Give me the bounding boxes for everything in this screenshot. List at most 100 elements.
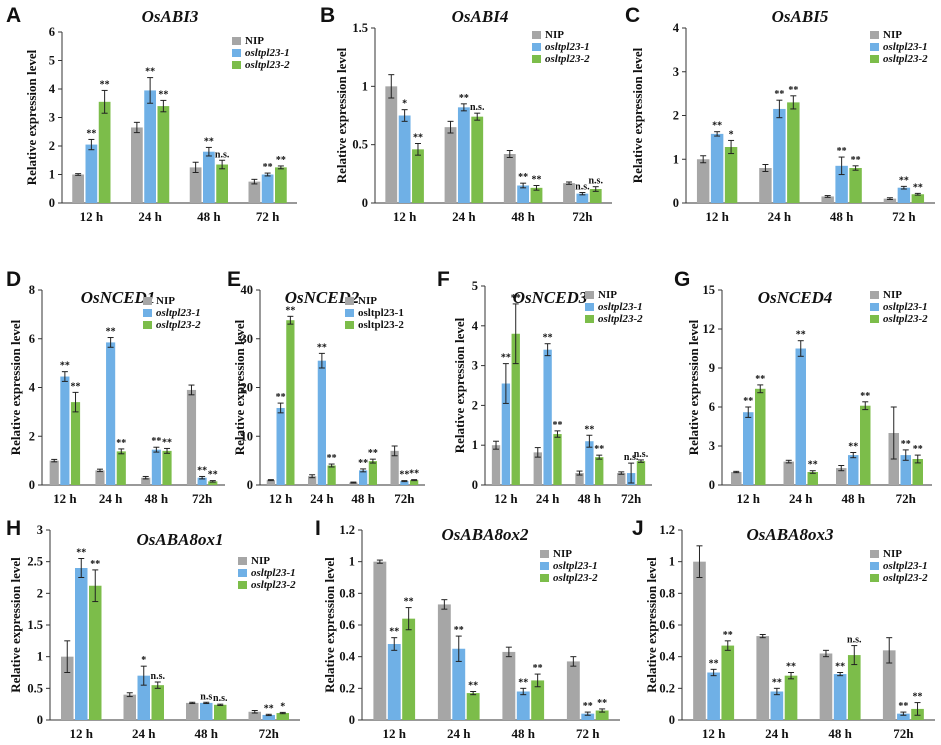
panel-a: A OsABI3 Relative expression level 0 1 2 3 4 5 6 1… [6, 4, 297, 224]
bar [724, 147, 738, 203]
bar [387, 644, 401, 720]
bar [75, 568, 88, 720]
significance-label: n.s. [215, 149, 230, 160]
bar [141, 477, 151, 485]
significance-label: n.s. [624, 452, 639, 463]
bar [721, 645, 735, 720]
legend-swatch [238, 581, 247, 589]
bar [248, 181, 261, 203]
panel-label: G [674, 268, 690, 291]
bar [849, 168, 862, 203]
y-tick-label: 6 [29, 332, 35, 346]
bar [151, 685, 164, 720]
y-tick-label: 1 [669, 555, 675, 569]
bar [262, 714, 275, 720]
legend-label: osltpl23-2 [358, 319, 404, 331]
y-tick-label: 2 [29, 429, 35, 443]
y-tick-label: 6 [49, 25, 55, 39]
bar [398, 115, 411, 203]
x-tick-label: 48 h [197, 209, 221, 224]
bar [617, 473, 626, 485]
significance-label: ** [511, 293, 521, 304]
x-tick-label: 24 h [789, 491, 813, 506]
bar [106, 342, 116, 485]
bar [410, 480, 419, 485]
y-tick-label: 0 [37, 713, 43, 727]
significance-label: ** [317, 342, 327, 353]
bar [821, 196, 834, 203]
y-axis-label: Relative expression level [8, 319, 23, 455]
significance-label: * [729, 129, 734, 140]
bar [585, 441, 594, 485]
y-tick-label: 8 [29, 283, 35, 297]
x-tick-label: 24 h [132, 726, 156, 741]
bar [773, 108, 786, 203]
x-tick-label: 72h [621, 491, 642, 506]
significance-label: ** [518, 677, 528, 688]
bar [144, 90, 156, 203]
y-tick-label: 2 [37, 586, 43, 600]
x-tick-label: 48 h [195, 726, 219, 741]
chart-title: OsABI3 [142, 7, 199, 26]
x-tick-label: 48 h [512, 726, 536, 741]
panel-label: A [6, 4, 21, 27]
y-tick-label: 3 [673, 65, 679, 79]
bar [457, 107, 470, 203]
legend-label: osltpl23-1 [545, 41, 590, 53]
bar [784, 675, 798, 720]
legend-label: NIP [545, 29, 564, 41]
bar [543, 349, 552, 485]
legend-label: osltpl23-1 [883, 560, 928, 572]
bar [61, 656, 74, 720]
panel-label: F [437, 268, 450, 291]
legend-swatch [870, 43, 879, 51]
y-tick-label: 5 [472, 279, 478, 293]
significance-label: ** [899, 175, 909, 186]
legend-label: NIP [156, 295, 175, 307]
bar [819, 653, 833, 720]
y-tick-label: 1.5 [27, 618, 43, 632]
y-tick-label: 1 [349, 555, 355, 569]
panel-label: H [6, 517, 21, 540]
bar [412, 149, 424, 203]
bar [836, 468, 847, 485]
bar [795, 348, 806, 485]
legend-swatch [345, 321, 354, 329]
legend-swatch [585, 291, 594, 299]
bar [186, 702, 199, 720]
significance-label: ** [399, 470, 409, 481]
x-tick-label: 12 h [70, 726, 94, 741]
x-tick-label: 72h [893, 726, 914, 741]
x-tick-label: 72h [394, 491, 415, 506]
bar [327, 465, 336, 485]
panel-label: E [227, 268, 241, 291]
bar [197, 477, 207, 485]
legend-swatch [870, 562, 879, 570]
bar [70, 402, 81, 485]
bar [261, 174, 274, 203]
significance-label: n.s. [470, 102, 485, 113]
bar [833, 674, 847, 720]
significance-label: ** [145, 67, 155, 78]
y-axis-label: Relative expression level [232, 319, 247, 455]
significance-label: n.s. [151, 671, 166, 682]
bar [214, 704, 227, 720]
legend-label: osltpl23-2 [156, 319, 201, 331]
bar [359, 470, 368, 485]
bar [743, 412, 754, 485]
legend-label: osltpl23-1 [598, 301, 643, 313]
significance-label: ** [413, 133, 423, 144]
y-tick-label: 30 [241, 332, 254, 346]
x-tick-label: 12 h [53, 491, 77, 506]
y-tick-label: 12 [703, 322, 716, 336]
legend-label: osltpl23-2 [883, 313, 928, 325]
bar [452, 648, 466, 720]
significance-label: ** [712, 121, 722, 132]
y-tick-label: 0.5 [27, 681, 43, 695]
chart-title: OsABA8ox3 [747, 525, 834, 544]
panel-label: D [6, 268, 21, 291]
y-axis-label: Relative expression level [334, 47, 349, 183]
significance-label: ** [788, 85, 798, 96]
legend-swatch [232, 37, 241, 45]
y-tick-label: 0.6 [339, 618, 355, 632]
